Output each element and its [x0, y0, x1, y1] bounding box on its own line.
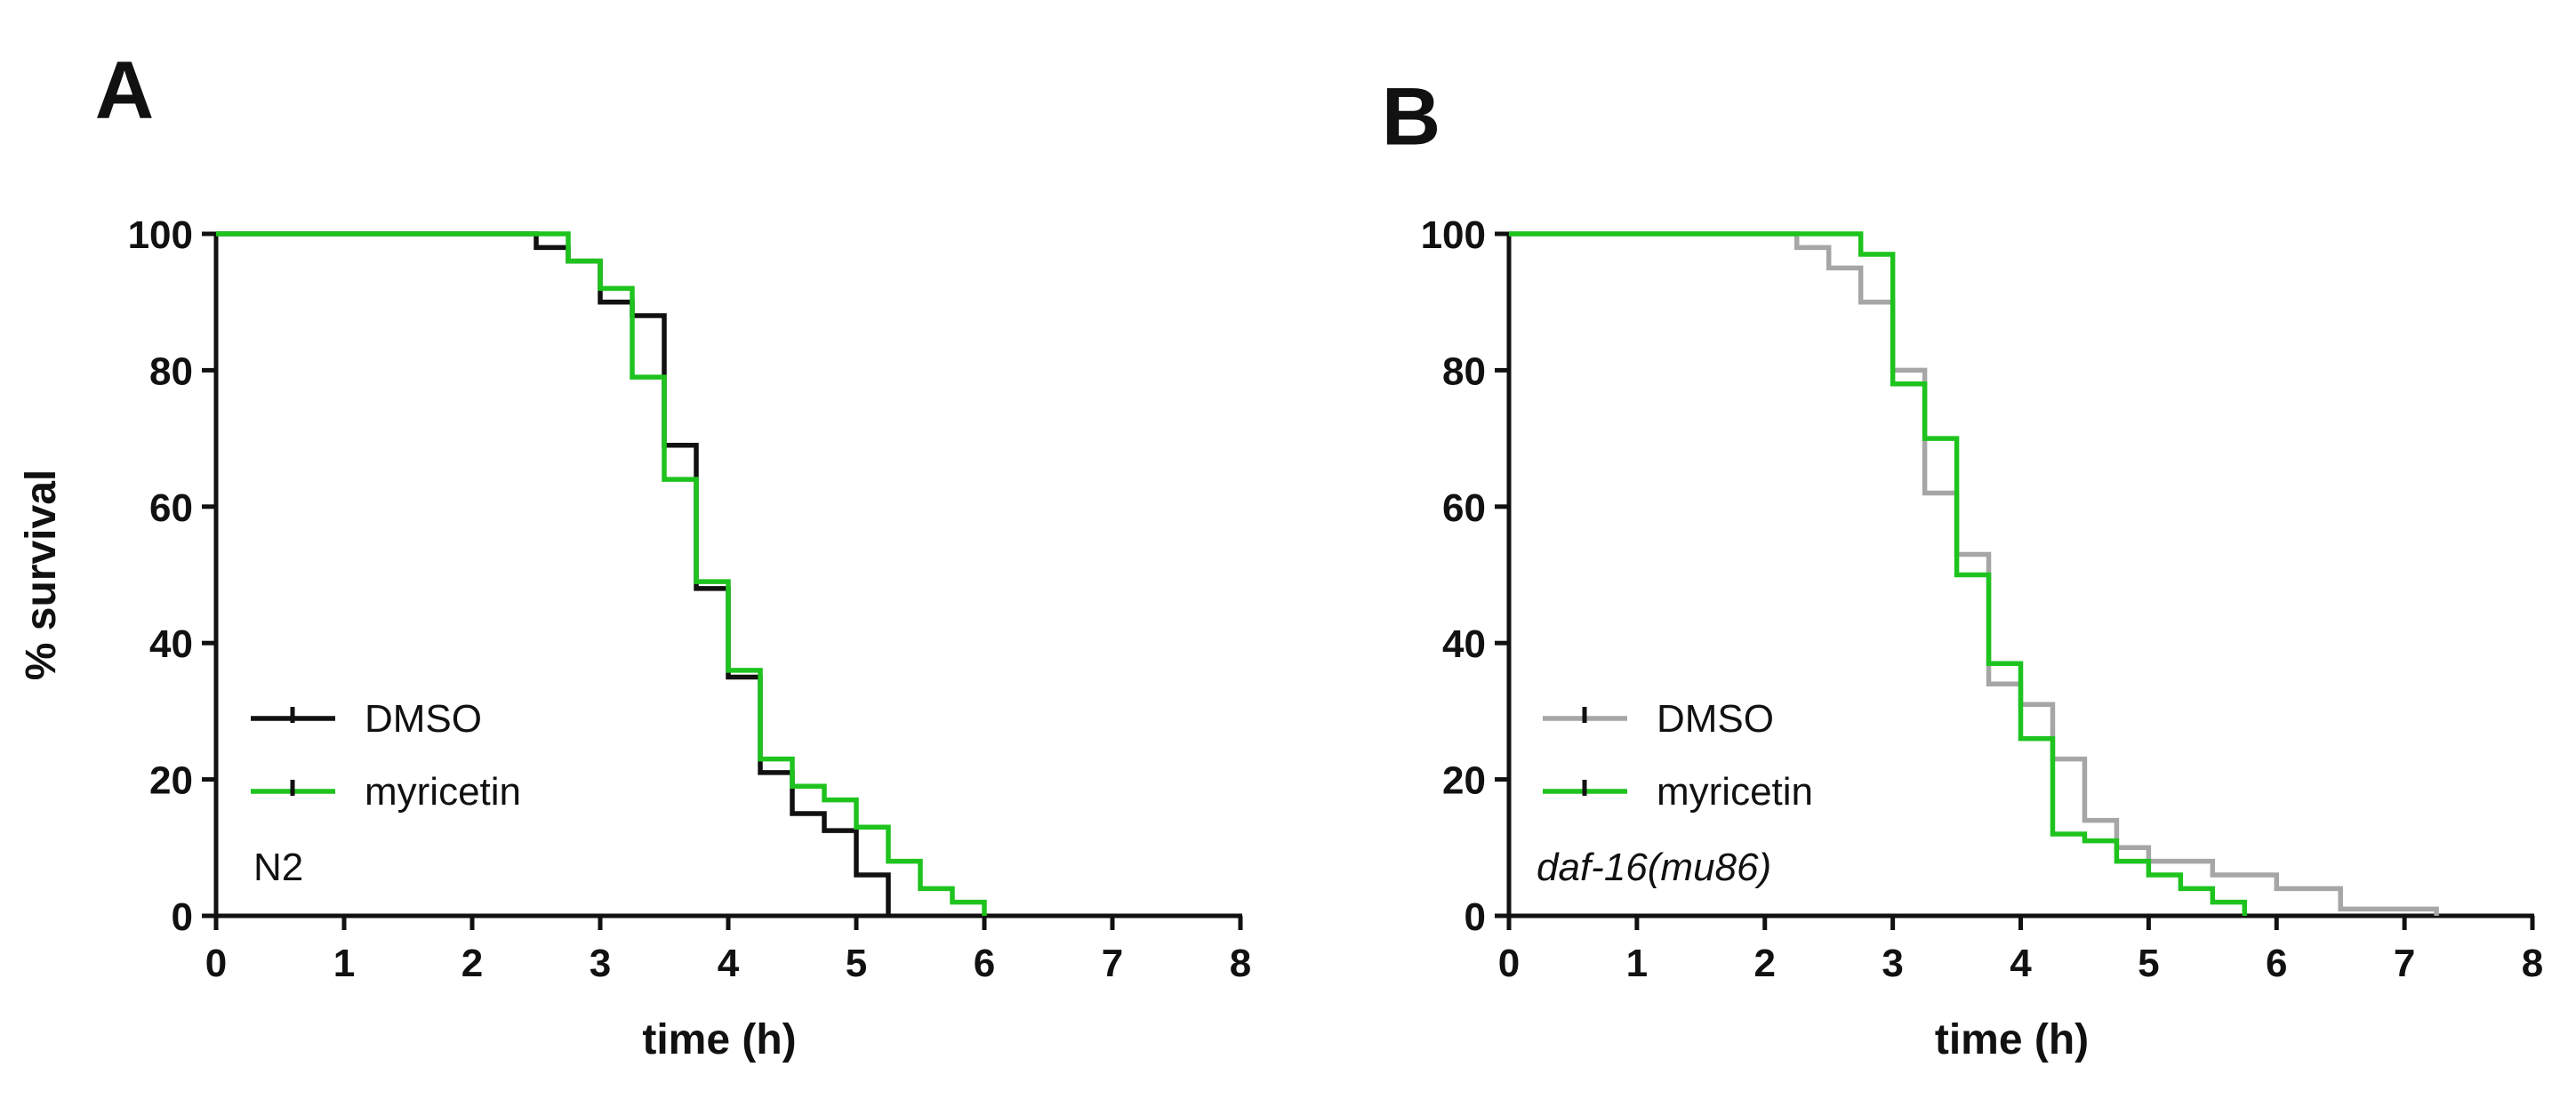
panel-a-legend-label: DMSO — [365, 697, 482, 741]
panel-a-legend-item: myricetin — [251, 770, 521, 814]
panel-b-x-tick-label: 3 — [1882, 942, 1903, 985]
panel-a-y-tick-label: 20 — [149, 759, 193, 803]
panel-a-x-tick-label: 0 — [205, 942, 227, 985]
panel-b-y-tick-label: 100 — [1421, 213, 1486, 257]
panel-a-strain-label: N2 — [253, 846, 303, 889]
panel-a-legend-item: DMSO — [251, 697, 482, 741]
panel-b-y-tick-label: 80 — [1442, 349, 1486, 393]
panel-b-legend-label: DMSO — [1657, 697, 1774, 741]
panel-a-y-tick-label: 80 — [149, 349, 193, 393]
panel-b-letter: B — [1382, 71, 1440, 162]
panel-a-x-tick-label: 7 — [1102, 942, 1123, 985]
panel-a-legend-label: myricetin — [365, 770, 521, 814]
panel-b-x-tick-label: 2 — [1754, 942, 1776, 985]
panel-a-x-tick-label: 4 — [718, 942, 740, 985]
panel-a-y-tick-label: 40 — [149, 622, 193, 666]
panel-a-x-tick-label: 3 — [590, 942, 611, 985]
panel-b-x-tick-label: 5 — [2138, 942, 2159, 985]
panel-b-legend-item: DMSO — [1543, 697, 1774, 741]
panel-a-x-tick-label: 6 — [974, 942, 995, 985]
panel-a-y-axis-title: % survival — [18, 469, 65, 680]
panel-b-x-tick-label: 7 — [2394, 942, 2415, 985]
panel-b-y-tick-label: 0 — [1465, 895, 1486, 939]
panel-b-x-tick-label: 6 — [2266, 942, 2287, 985]
panel-a-y-tick-label: 100 — [128, 213, 193, 257]
panel-a-x-tick-label: 1 — [333, 942, 355, 985]
panel-a-y-tick-label: 0 — [172, 895, 193, 939]
panel-b-legend-label: myricetin — [1657, 770, 1813, 814]
panel-b-strain-label: daf-16(mu86) — [1537, 846, 1771, 889]
panel-b-series-myricetin-line — [1509, 231, 2248, 916]
panel-a-x-axis-title: time (h) — [642, 1016, 796, 1063]
panel-b-x-tick-label: 4 — [2010, 942, 2032, 985]
panel-b-y-tick-label: 20 — [1442, 759, 1486, 803]
panel-a-x-tick-label: 8 — [1230, 942, 1251, 985]
panel-b-x-tick-label: 8 — [2522, 942, 2543, 985]
panel-a-x-tick-label: 5 — [846, 942, 867, 985]
panel-a-series-dmso-line — [216, 231, 891, 916]
panel-b-x-tick-label: 0 — [1498, 942, 1520, 985]
panel-a-y-tick-label: 60 — [149, 486, 193, 530]
panel-a-letter: A — [95, 44, 154, 135]
panel-b-y-tick-label: 60 — [1442, 486, 1486, 530]
panel-b-x-tick-label: 1 — [1626, 942, 1648, 985]
panel-b-x-axis-title: time (h) — [1935, 1016, 2089, 1063]
panel-a-series-myricetin-line — [216, 231, 987, 916]
panel-b-legend-item: myricetin — [1543, 770, 1813, 814]
panel-a-x-tick-label: 2 — [461, 942, 483, 985]
panel-b-y-tick-label: 40 — [1442, 622, 1486, 666]
